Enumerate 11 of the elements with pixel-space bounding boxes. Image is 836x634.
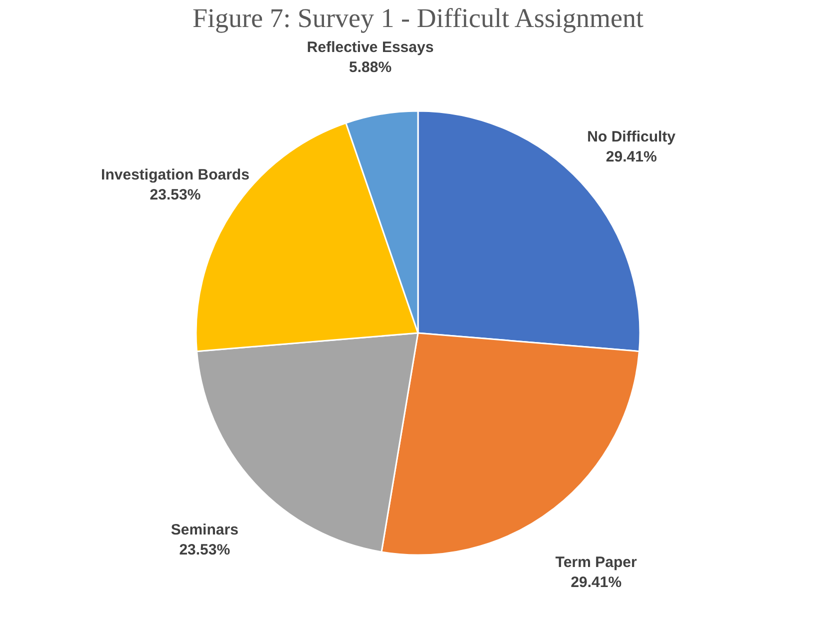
slice-label: Investigation Boards [101,166,250,184]
data-label: 23.53% [179,541,230,558]
data-label: 5.88% [349,58,392,76]
chart-title: Figure 7: Survey 1 - Difficult Assignment [192,3,644,33]
slice-label: Term Paper [555,554,637,571]
slice-label: No Difficulty [587,128,676,146]
slice-label: Reflective Essays [306,38,434,56]
data-label: 29.41% [606,148,657,166]
data-label: 23.53% [150,186,201,204]
slice-label: Seminars [170,521,238,538]
data-label: 29.41% [570,574,622,591]
